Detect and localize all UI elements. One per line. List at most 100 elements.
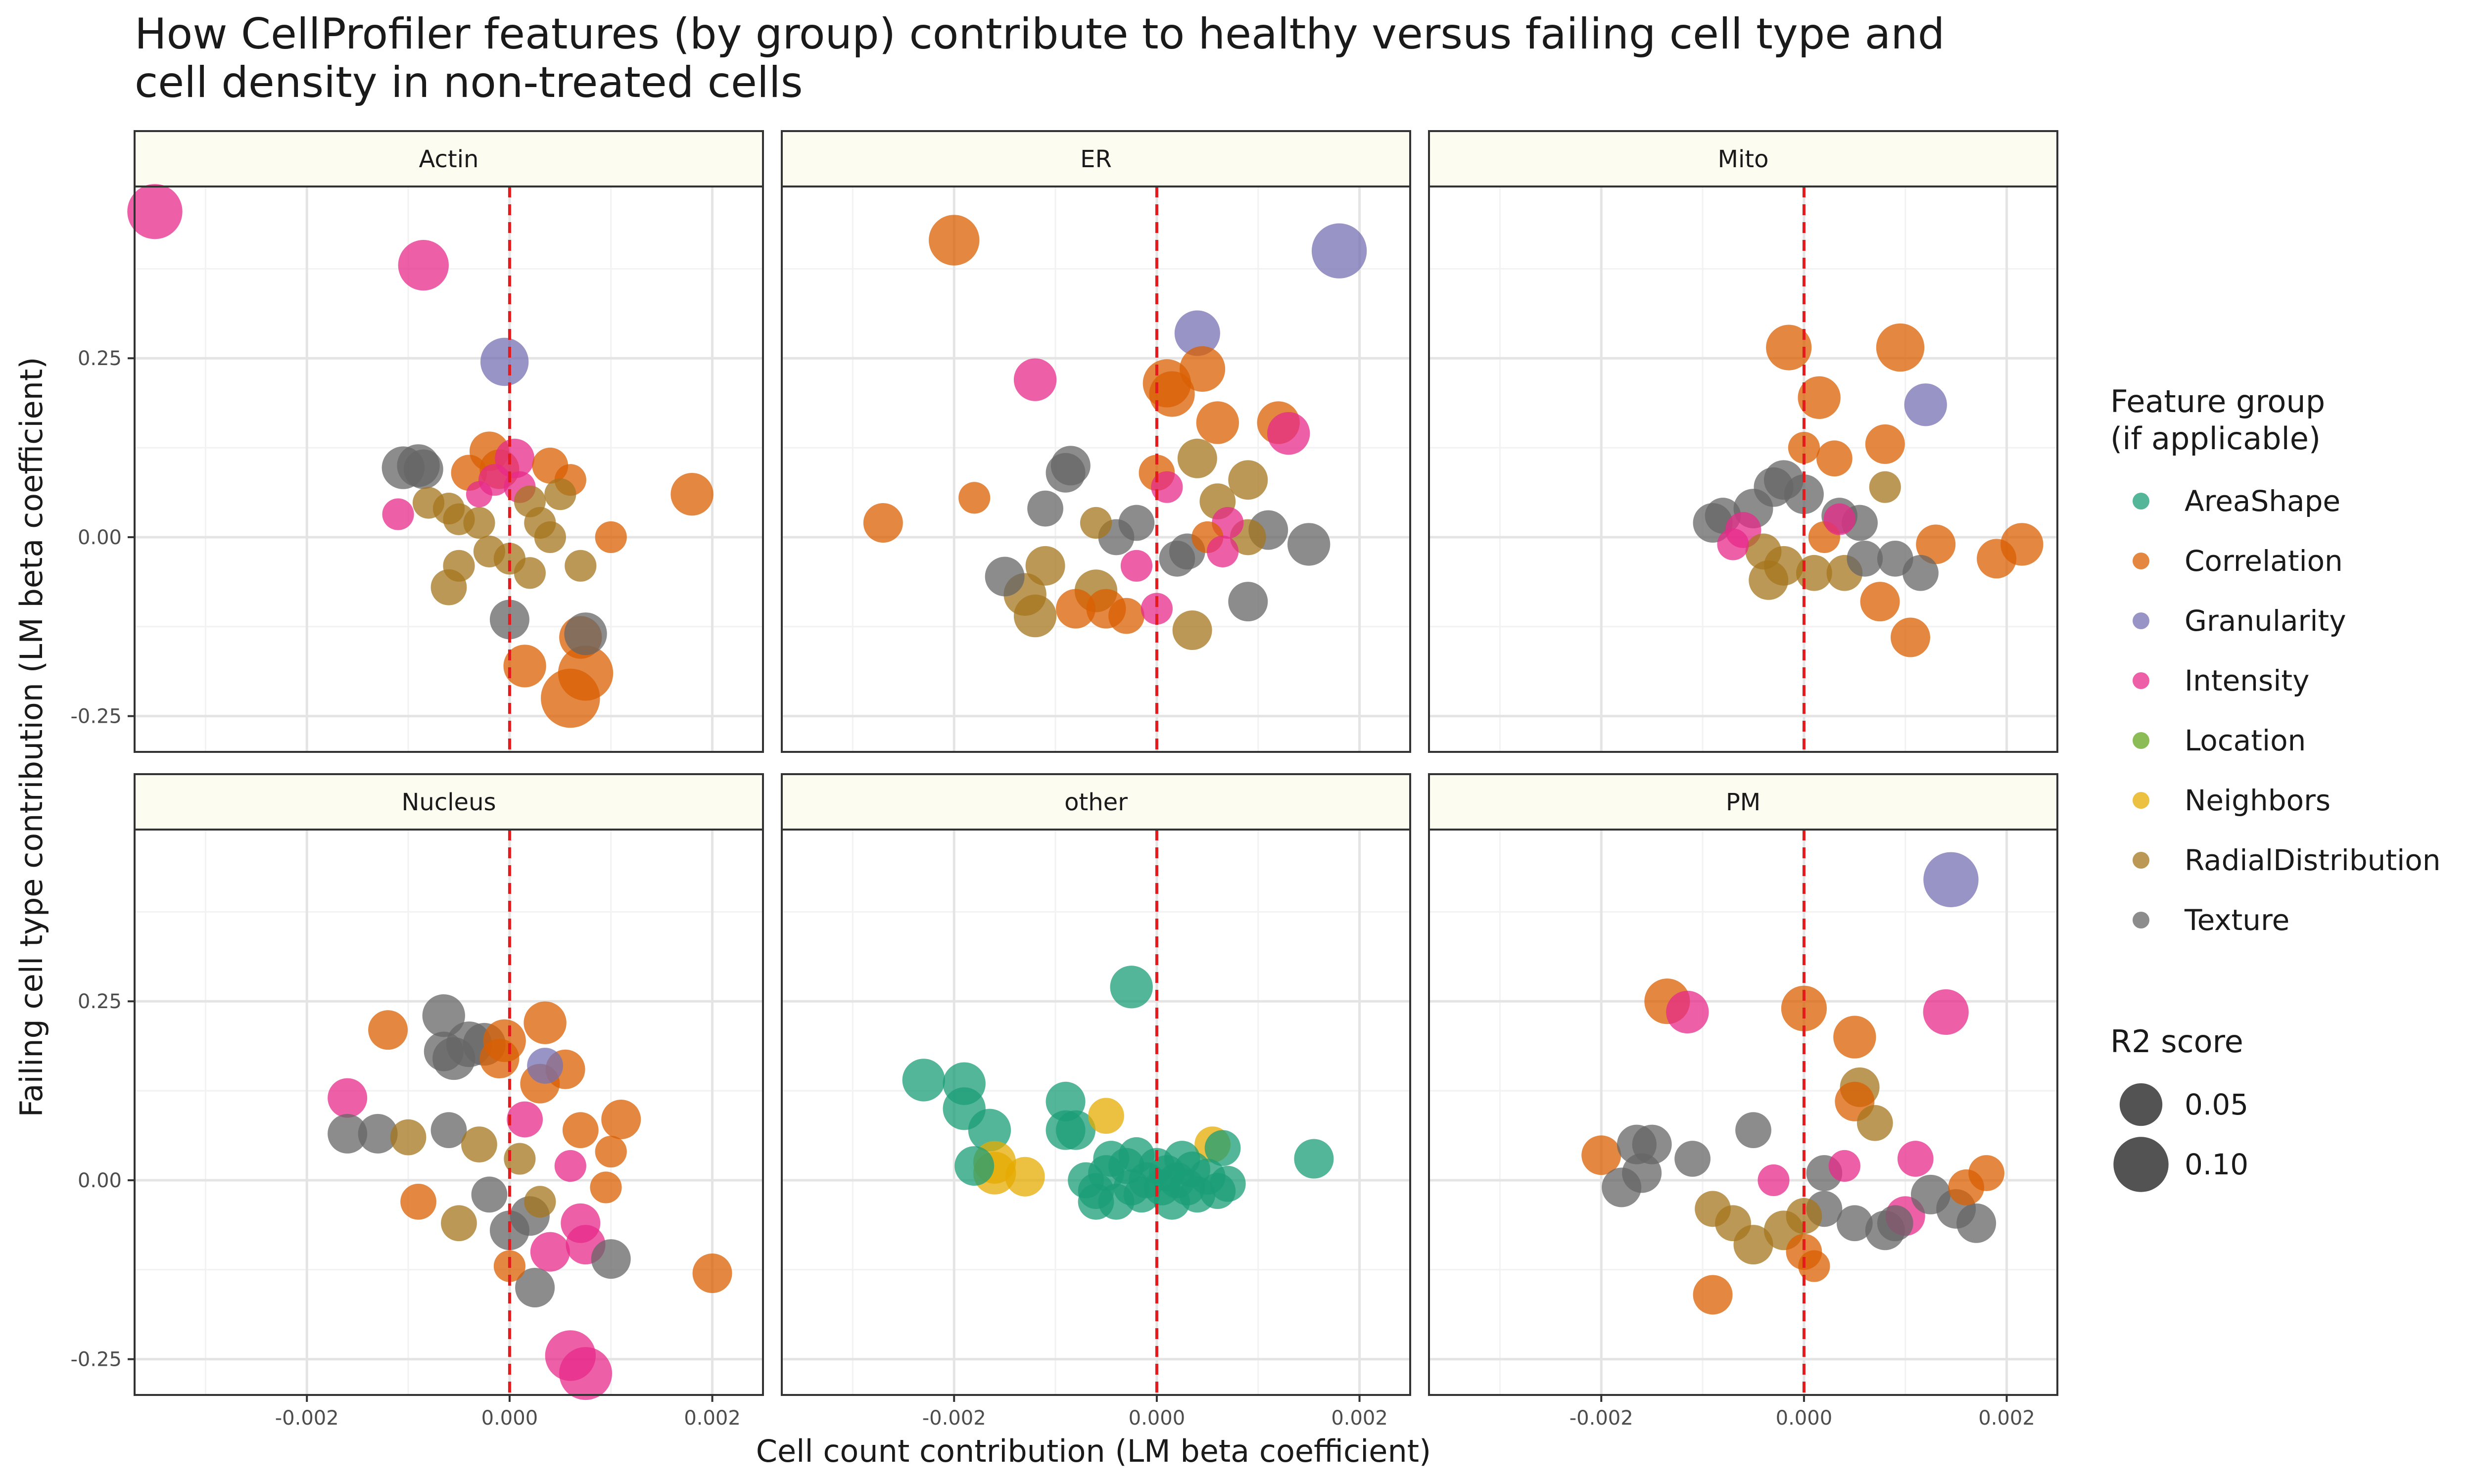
y-tick-label: -0.25 — [71, 1348, 122, 1371]
x-tick-label: 0.002 — [1978, 1407, 2035, 1430]
legend-title-line: Feature group — [2110, 383, 2325, 419]
data-point-texture — [515, 1267, 555, 1307]
legend-key-texture — [2133, 912, 2149, 928]
facet-strip — [134, 130, 764, 187]
facet-panel-mito: Mito — [1428, 130, 2058, 753]
legend-key-location — [2133, 732, 2149, 749]
data-point-intensity — [1897, 1141, 1934, 1177]
data-point-intensity — [1206, 535, 1239, 567]
x-tick-label: 0.000 — [1776, 1407, 1833, 1430]
x-tick-label: -0.002 — [1570, 1407, 1633, 1430]
panel-background — [135, 186, 763, 752]
data-point-intensity — [328, 1078, 368, 1118]
data-point-intensity — [1923, 989, 1969, 1035]
y-tick-label: 0.00 — [78, 1169, 122, 1192]
data-point-correlation — [1860, 582, 1900, 622]
data-point-intensity — [1120, 550, 1153, 582]
y-tick-label: 0.25 — [78, 990, 122, 1013]
data-point-radialdistribution — [1228, 460, 1268, 500]
data-point-areashape — [1209, 1165, 1246, 1202]
x-axis-title: Cell count contribution (LM beta coeffic… — [756, 1433, 1431, 1469]
x-tick-label: -0.002 — [275, 1407, 339, 1430]
data-point-radialdistribution — [565, 550, 597, 582]
x-tick-label: 0.000 — [481, 1407, 538, 1430]
data-point-areashape — [1110, 966, 1153, 1009]
points-er — [863, 215, 1367, 650]
data-point-radialdistribution — [441, 1205, 477, 1242]
data-point-correlation — [558, 646, 614, 701]
data-point-granularity — [1311, 223, 1367, 278]
data-point-correlation — [1581, 1135, 1621, 1175]
x-tick-label: -0.002 — [922, 1407, 986, 1430]
data-point-correlation — [1977, 539, 2017, 579]
panel-border — [781, 186, 1411, 753]
legend-label: Location — [2185, 724, 2306, 757]
data-point-correlation — [1798, 376, 1841, 419]
data-point-radialdistribution — [1080, 507, 1112, 539]
legend-label: Intensity — [2185, 664, 2309, 697]
data-point-texture — [1836, 1205, 1873, 1242]
data-point-intensity — [1758, 1164, 1790, 1197]
legend-label: Granularity — [2185, 604, 2346, 638]
data-point-intensity — [1717, 528, 1749, 560]
data-point-texture — [424, 1031, 464, 1071]
data-point-correlation — [1798, 1250, 1830, 1282]
data-point-correlation — [1149, 371, 1195, 417]
x-tick-label: 0.000 — [1129, 1407, 1186, 1430]
data-point-correlation — [590, 1171, 622, 1204]
data-point-radialdistribution — [514, 557, 546, 589]
data-point-texture — [430, 1112, 467, 1149]
facet-panel-er: ER — [781, 130, 1411, 753]
data-point-texture — [1622, 1153, 1662, 1193]
data-point-granularity — [1904, 383, 1947, 426]
data-point-correlation — [368, 1010, 408, 1050]
data-point-correlation — [1876, 323, 1925, 372]
size-legend-label: 0.05 — [2185, 1088, 2248, 1121]
facet-strip-label: Nucleus — [401, 788, 496, 816]
data-point-intensity — [1013, 358, 1057, 401]
points-nucleus — [328, 994, 732, 1400]
legend-key-neighbors — [2133, 792, 2149, 809]
points-mito — [1693, 323, 2044, 657]
data-point-texture — [1674, 1141, 1711, 1177]
data-point-radialdistribution — [461, 1126, 497, 1162]
data-point-intensity — [545, 1330, 596, 1381]
data-point-correlation — [1693, 1275, 1733, 1315]
data-point-texture — [1903, 555, 1939, 591]
x-tick-label: 0.002 — [684, 1407, 741, 1430]
legend-label: Correlation — [2185, 544, 2343, 578]
data-point-correlation — [595, 1135, 627, 1168]
size-legend-key — [2113, 1137, 2169, 1192]
data-point-correlation — [863, 503, 903, 543]
x-tick-label: 0.002 — [1331, 1407, 1388, 1430]
data-point-texture — [328, 1113, 368, 1154]
data-point-texture — [985, 556, 1025, 597]
panel-border — [1428, 186, 2058, 753]
data-point-intensity — [1267, 412, 1310, 455]
data-point-radialdistribution — [1715, 1205, 1751, 1242]
data-point-correlation — [1833, 1016, 1876, 1059]
points-other — [902, 966, 1334, 1220]
legend-key-areashape — [2133, 493, 2149, 510]
y-tick-label: 0.00 — [78, 526, 122, 549]
data-point-correlation — [523, 1001, 567, 1044]
data-point-radialdistribution — [1177, 438, 1217, 478]
legend-label: RadialDistribution — [2185, 843, 2441, 877]
data-point-correlation — [601, 1099, 641, 1139]
legend-key-intensity — [2133, 672, 2149, 689]
data-point-intensity — [127, 184, 183, 239]
data-point-radialdistribution — [544, 478, 576, 510]
data-point-texture — [358, 1113, 398, 1154]
facet-strip — [1428, 130, 2058, 187]
panel-background — [782, 186, 1410, 752]
facet-strip-label: PM — [1726, 788, 1760, 816]
data-point-radialdistribution — [1025, 546, 1065, 586]
gridlines — [135, 186, 763, 752]
data-point-radialdistribution — [443, 550, 475, 582]
data-point-intensity — [1666, 990, 1709, 1034]
data-point-texture — [471, 1176, 508, 1213]
data-point-texture — [1956, 1203, 1997, 1243]
data-point-texture — [1735, 1112, 1771, 1149]
facet-panels: Actin -0.25 0.00 0.25 ER Mito Nucleus -0.002 0.0… — [71, 130, 2058, 1430]
